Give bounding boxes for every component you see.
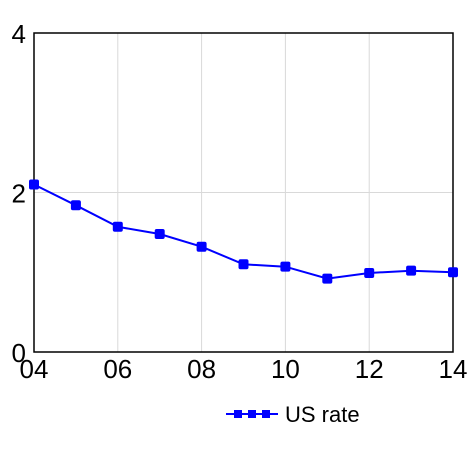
data-point xyxy=(364,268,375,279)
x-tick-label: 12 xyxy=(355,354,384,384)
legend-swatch-marker xyxy=(248,410,256,418)
legend-swatch-marker xyxy=(262,410,270,418)
data-point xyxy=(406,265,417,276)
y-tick-label: 4 xyxy=(12,19,26,49)
x-tick-label: 06 xyxy=(103,354,132,384)
data-point xyxy=(448,267,458,278)
y-axis-tick-labels: 0 2 4 xyxy=(12,19,26,368)
data-point xyxy=(29,179,39,190)
data-point xyxy=(238,259,249,270)
x-tick-label: 08 xyxy=(187,354,216,384)
legend: US rate xyxy=(226,402,360,427)
x-tick-label: 10 xyxy=(271,354,300,384)
data-point xyxy=(112,221,123,232)
data-point xyxy=(280,261,291,272)
legend-swatch-marker xyxy=(234,410,242,418)
data-point xyxy=(196,241,207,252)
data-point xyxy=(322,273,333,284)
x-tick-label: 14 xyxy=(439,354,468,384)
x-axis-tick-labels: 04 06 08 10 12 14 xyxy=(20,354,468,384)
data-point xyxy=(154,228,165,239)
data-point xyxy=(70,200,81,211)
y-tick-label: 2 xyxy=(12,179,26,209)
y-tick-label: 0 xyxy=(12,338,26,368)
legend-entry-label: US rate xyxy=(285,402,360,427)
grid-lines xyxy=(34,33,453,352)
plot-area-frame xyxy=(33,32,454,353)
x-tick-label: 04 xyxy=(20,354,49,384)
legend-swatch-markers xyxy=(234,410,270,418)
series-layer xyxy=(29,179,458,284)
